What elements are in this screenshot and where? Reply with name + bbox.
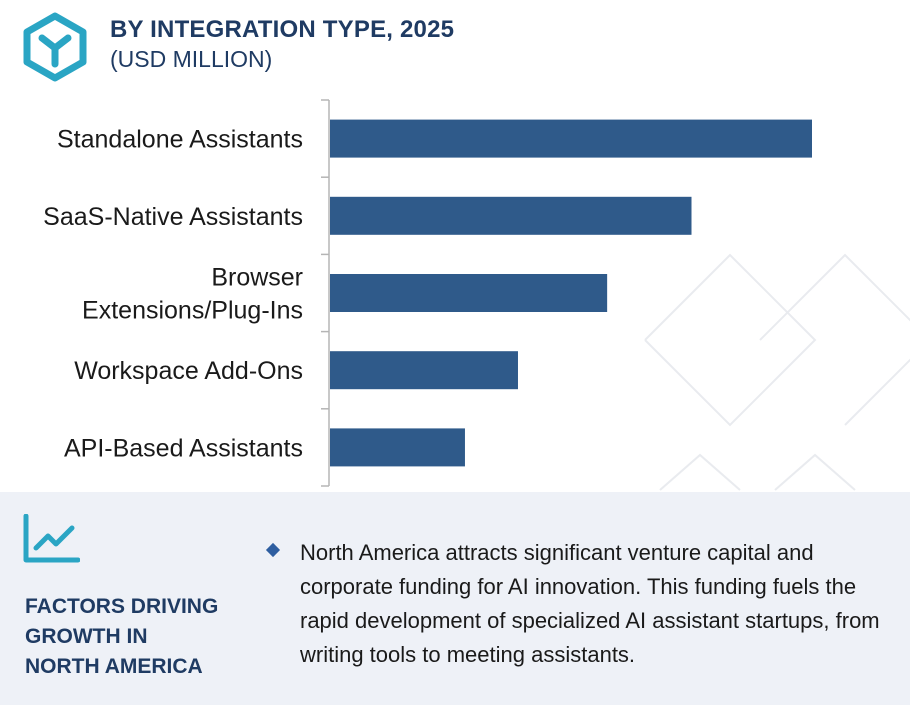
category-label: Standalone Assistants <box>57 126 303 154</box>
bar <box>330 428 465 467</box>
bar <box>330 119 812 158</box>
background-pattern <box>644 253 910 491</box>
bullet-text: North America attracts significant ventu… <box>300 540 880 667</box>
category-label: Workspace Add-Ons <box>74 357 303 385</box>
chart-title: BY INTEGRATION TYPE, 2025 <box>110 16 455 43</box>
category-label: Extensions/Plug-Ins <box>82 297 303 325</box>
line-chart-growth-icon <box>23 514 80 563</box>
category-label: API-Based Assistants <box>64 434 303 462</box>
bar <box>330 196 692 235</box>
bar-chart: Standalone Assistants SaaS-Native Assista… <box>43 99 812 487</box>
bar <box>330 351 518 390</box>
hexagon-y-logo-icon <box>23 12 87 82</box>
factors-panel: FACTORS DRIVING GROWTH IN NORTH AMERICA … <box>0 492 910 705</box>
factors-title-line: FACTORS DRIVING <box>25 595 219 618</box>
category-label: Browser <box>211 264 303 292</box>
category-label: SaaS-Native Assistants <box>43 203 303 231</box>
factors-title-line: GROWTH IN <box>25 625 148 648</box>
factors-title: FACTORS DRIVING GROWTH IN NORTH AMERICA <box>25 592 255 682</box>
factors-title-line: NORTH AMERICA <box>25 655 203 678</box>
diamond-bullet-icon <box>265 542 281 558</box>
bar <box>330 274 608 312</box>
chart-subtitle: (USD MILLION) <box>110 46 273 72</box>
